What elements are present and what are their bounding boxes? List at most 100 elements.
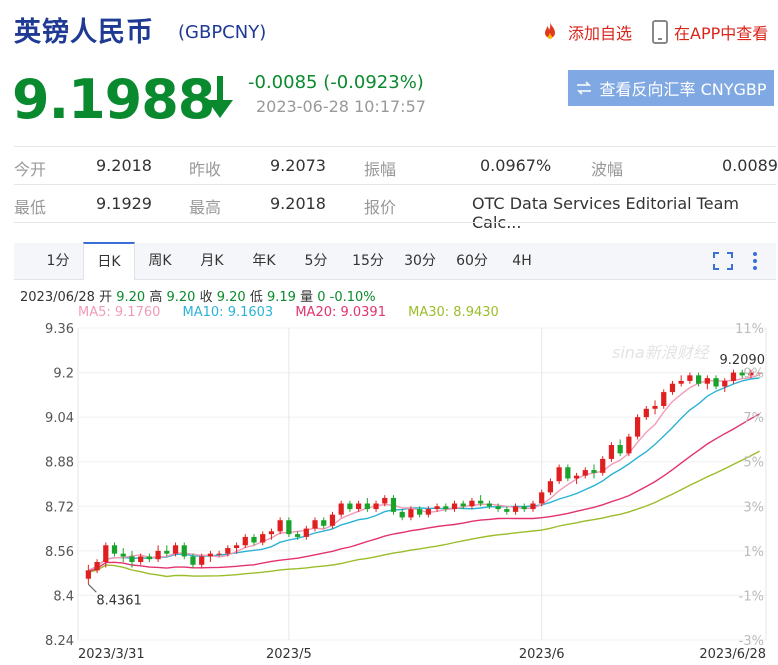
candle-body	[582, 470, 588, 476]
candle-body	[103, 545, 109, 562]
more-menu-icon[interactable]	[750, 251, 760, 271]
candle-body	[138, 556, 144, 562]
tab-yearly[interactable]: 年K	[252, 253, 276, 269]
y-tick-label: 8.4	[53, 589, 74, 604]
tab-daily[interactable]: 日K	[83, 242, 135, 281]
candle-body	[408, 509, 414, 518]
candle-body	[321, 520, 327, 526]
candle-body	[451, 503, 458, 510]
ohlc-low: 9.19	[266, 290, 296, 305]
fire-icon	[545, 22, 555, 39]
candle-body	[373, 503, 379, 510]
tab-5min[interactable]: 5分	[304, 253, 328, 269]
candle-body	[591, 470, 597, 473]
tab-weekly[interactable]: 周K	[148, 253, 172, 269]
candle-body	[233, 545, 240, 549]
candle-body	[417, 509, 423, 515]
stat-label-amplitude: 振幅	[364, 160, 397, 179]
add-watchlist-button[interactable]: 添加自选	[538, 20, 632, 44]
y-tick-label: 8.72	[45, 500, 74, 515]
ohlc-date: 2023/06/28	[20, 290, 95, 305]
candle-body	[661, 392, 667, 406]
ohlc-close-label: 收	[199, 290, 213, 305]
chart-tabs: 1分 日K 周K 月K 年K 5分 15分 30分 60分 4H	[14, 242, 776, 281]
stat-value-prev-close: 9.2073	[270, 156, 326, 175]
open-in-app-button[interactable]: 在APP中查看	[652, 20, 768, 44]
candle-body	[225, 548, 231, 554]
ohlc-line: 2023/06/28 开 9.20 高 9.20 收 9.20 低 9.19 量…	[20, 286, 376, 305]
candle-body	[242, 536, 248, 546]
candle-body	[251, 536, 257, 543]
tab-60min[interactable]: 60分	[456, 253, 488, 269]
candle-body	[634, 417, 641, 437]
reverse-rate-button[interactable]: 查看反向汇率 CNYGBP	[568, 70, 774, 106]
header: 英镑人民币 (GBPCNY) 添加自选 在APP中查看	[0, 0, 778, 62]
candle-body	[704, 378, 710, 384]
ohlc-pct: -0.10%	[329, 290, 376, 305]
ma10-line	[88, 377, 760, 572]
candlestick-chart[interactable]: sina新浪财经 9.36 11% 9.2 9% 9.04 7% 8.88 5% 8.72 3% 8…	[0, 318, 778, 665]
high-annotation: 9.2090	[719, 353, 765, 368]
tab-1min[interactable]: 1分	[46, 253, 70, 269]
ma30-legend: MA30: 8.9430	[408, 305, 499, 320]
plot-frame	[77, 327, 767, 641]
candle-body	[739, 372, 745, 376]
page-title: 英镑人民币	[14, 17, 154, 48]
candle-body	[469, 500, 475, 507]
phone-icon	[652, 20, 668, 44]
candle-body	[155, 550, 161, 560]
y-tick-label: 8.88	[45, 456, 74, 471]
ohlc-open: 9.20	[116, 290, 146, 305]
ohlc-high-label: 高	[149, 290, 163, 305]
y-tick-label: 9.2	[53, 367, 74, 382]
candle-body	[164, 550, 170, 554]
candle-body	[390, 497, 397, 512]
stat-label-open: 今开	[14, 160, 47, 179]
stat-label-low: 最低	[14, 198, 47, 217]
fullscreen-icon[interactable]	[712, 251, 734, 271]
candle-body	[120, 553, 126, 557]
candle-body	[539, 492, 545, 504]
x-tick-label: 2023/5	[266, 647, 312, 662]
candle-body	[504, 509, 510, 512]
y-tick-label: 8.56	[45, 545, 74, 560]
candle-body	[748, 372, 754, 376]
candle-body	[399, 511, 405, 518]
ma20-line	[88, 413, 760, 573]
candle-body	[338, 503, 344, 515]
tab-4h[interactable]: 4H	[512, 253, 532, 269]
candle-body	[207, 553, 214, 557]
candle-body	[382, 497, 388, 504]
stats-row: 今开 9.2018 昨收 9.2073 振幅 0.0967% 波幅 0.0089	[0, 156, 778, 194]
ma-lines	[88, 374, 760, 578]
ohlc-low-label: 低	[249, 290, 263, 305]
pct-tick-label: 11%	[735, 322, 764, 337]
candle-body	[443, 506, 449, 510]
candle-body	[495, 506, 501, 510]
ma-legend: MA5: 9.1760 MA10: 9.1603 MA20: 9.0391 MA…	[78, 305, 499, 320]
stat-value-amplitude: 0.0967%	[480, 156, 552, 175]
candle-body	[172, 545, 179, 554]
tab-15min[interactable]: 15分	[352, 253, 384, 269]
y-tick-label: 9.36	[45, 322, 74, 337]
stat-label-range: 波幅	[591, 160, 624, 179]
y-tick-label: 9.04	[45, 411, 74, 426]
tab-monthly[interactable]: 月K	[200, 253, 224, 269]
candle-body	[652, 406, 658, 409]
candle-body	[146, 556, 152, 560]
divider	[14, 146, 776, 147]
x-tick-label: 2023/6	[519, 647, 565, 662]
candle-body	[199, 556, 205, 565]
candle-body	[216, 553, 222, 555]
candle-body	[573, 475, 580, 479]
candle-body	[600, 458, 606, 473]
open-in-app-label: 在APP中查看	[674, 24, 769, 43]
low-annotation-leader	[88, 583, 97, 593]
symbol-code: (GBPCNY)	[178, 22, 267, 43]
ma5-line	[88, 374, 760, 572]
tab-30min[interactable]: 30分	[404, 253, 436, 269]
pct-tick-label: 3%	[743, 500, 764, 515]
candle-body	[425, 509, 431, 515]
candle-body	[85, 570, 91, 579]
axis-labels: 9.36 11% 9.2 9% 9.04 7% 8.88 5% 8.72 3% 8.56 1% 8.4 -…	[45, 322, 766, 662]
